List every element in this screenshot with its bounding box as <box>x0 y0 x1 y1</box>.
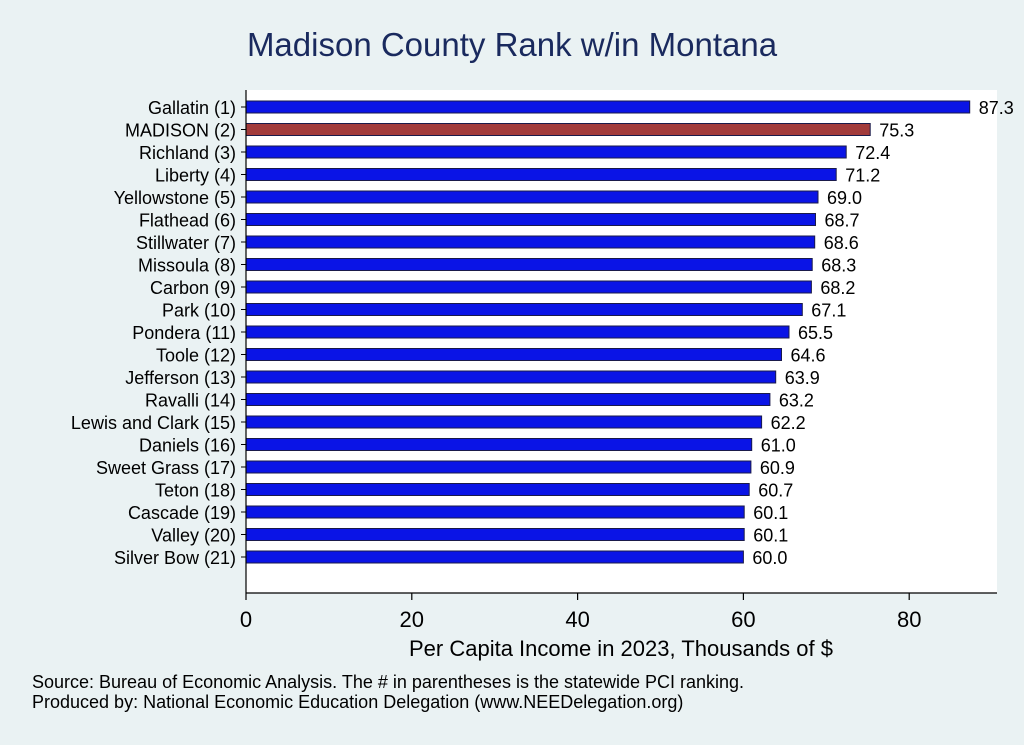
bar <box>245 550 744 564</box>
bar <box>245 415 763 429</box>
bar <box>245 393 771 406</box>
category-label: Toole (12) <box>156 346 236 366</box>
category-label: Cascade (19) <box>128 503 236 523</box>
bar <box>245 145 847 159</box>
bar <box>245 325 790 339</box>
bar <box>245 100 971 114</box>
value-label: 63.9 <box>785 368 820 388</box>
x-tick-label: 40 <box>565 607 589 632</box>
category-label: Stillwater (7) <box>136 233 236 253</box>
value-label: 67.1 <box>811 301 846 321</box>
bar <box>245 370 777 384</box>
category-label: Richland (3) <box>139 143 236 163</box>
value-label: 62.2 <box>771 413 806 433</box>
bar <box>245 235 816 249</box>
bar <box>245 438 753 451</box>
chart-title: Madison County Rank w/in Montana <box>246 26 778 63</box>
value-label: 64.6 <box>791 346 826 366</box>
bar <box>245 168 837 181</box>
bar <box>245 348 782 361</box>
bar <box>245 303 803 316</box>
value-label: 68.3 <box>821 256 856 276</box>
category-label: Park (10) <box>162 301 236 321</box>
category-label: Silver Bow (21) <box>114 548 236 568</box>
category-label: Jefferson (13) <box>125 368 236 388</box>
category-label: Carbon (9) <box>150 278 236 298</box>
value-label: 60.7 <box>758 481 793 501</box>
value-label: 68.2 <box>820 278 855 298</box>
labels-group: Gallatin (1) 87.3 MADISON (2) 75.3 Richland … <box>71 98 1014 568</box>
category-label: Daniels (16) <box>139 436 236 456</box>
bar <box>245 258 813 271</box>
value-label: 72.4 <box>855 143 890 163</box>
axes-group: 0 20 40 60 80 <box>240 90 997 632</box>
bar <box>245 280 812 294</box>
value-label: 68.7 <box>825 211 860 231</box>
x-tick-label: 0 <box>240 607 252 632</box>
category-label: Lewis and Clark (15) <box>71 413 236 433</box>
value-label: 60.9 <box>760 458 795 478</box>
value-label: 60.1 <box>753 526 788 546</box>
category-label: Missoula (8) <box>138 256 236 276</box>
producer-note: Produced by: National Economic Education… <box>32 692 684 712</box>
bar <box>245 213 816 226</box>
value-label: 60.0 <box>752 548 787 568</box>
value-label: 87.3 <box>979 98 1014 118</box>
x-tick-label: 20 <box>400 607 424 632</box>
source-note: Source: Bureau of Economic Analysis. The… <box>32 672 745 692</box>
x-tick-label: 60 <box>731 607 755 632</box>
value-label: 60.1 <box>753 503 788 523</box>
category-label: Flathead (6) <box>139 211 236 231</box>
bar <box>245 483 750 496</box>
category-label: Ravalli (14) <box>145 391 236 411</box>
x-tick-label: 80 <box>897 607 921 632</box>
bar <box>245 190 819 204</box>
value-label: 63.2 <box>779 391 814 411</box>
category-label: Sweet Grass (17) <box>96 458 236 478</box>
value-label: 75.3 <box>879 121 914 141</box>
category-label: Liberty (4) <box>155 166 236 186</box>
bar <box>245 123 871 136</box>
category-label: MADISON (2) <box>125 121 236 141</box>
bar <box>245 528 745 541</box>
value-label: 68.6 <box>824 233 859 253</box>
value-label: 65.5 <box>798 323 833 343</box>
category-label: Yellowstone (5) <box>114 188 236 208</box>
category-label: Gallatin (1) <box>148 98 236 118</box>
category-label: Teton (18) <box>155 481 236 501</box>
x-axis-title: Per Capita Income in 2023, Thousands of … <box>409 636 833 661</box>
category-label: Valley (20) <box>151 526 236 546</box>
bar <box>245 505 745 519</box>
value-label: 61.0 <box>761 436 796 456</box>
category-label: Pondera (11) <box>132 323 236 343</box>
value-label: 71.2 <box>845 166 880 186</box>
value-label: 69.0 <box>827 188 862 208</box>
bar <box>245 460 752 474</box>
